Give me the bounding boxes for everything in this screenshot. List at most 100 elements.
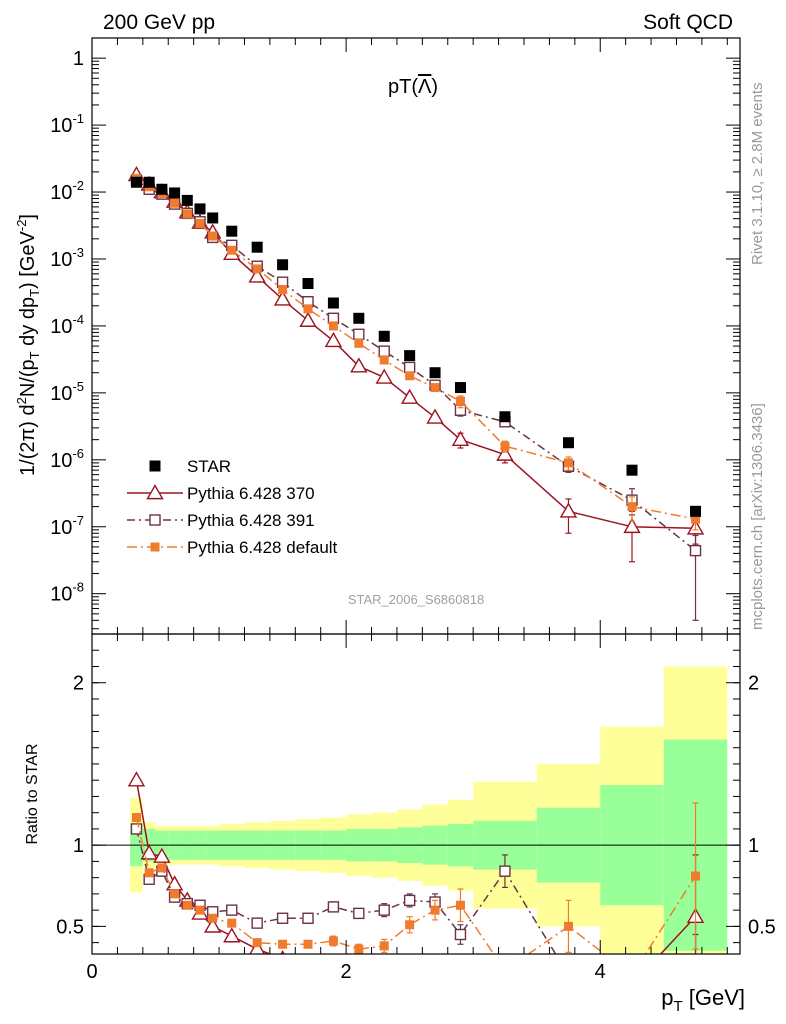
ratio-point-pythia-6-428-370 xyxy=(428,977,443,990)
main-y-axis-label: 1/(2π) d2N/(pT dy dpT) [GeV-2] xyxy=(14,214,42,476)
main-point-pythia-6-428-391 xyxy=(353,328,365,340)
ratio-point-pythia-6-428-370 xyxy=(249,940,266,954)
main-point-star xyxy=(499,411,511,423)
ratio-point-pythia-6-428-370 xyxy=(127,771,146,787)
legend-label-pythia-6-428-391: Pythia 6.428 391 xyxy=(187,511,315,530)
ratio-plot-frame xyxy=(91,633,741,955)
main-point-pythia-6-428-391 xyxy=(403,361,416,374)
main-point-pythia-6-428-370 xyxy=(248,267,266,283)
main-point-pythia-6-428-default xyxy=(252,264,262,274)
main-point-pythia-6-428-default xyxy=(227,245,237,255)
ratio-point-pythia-6-428-default xyxy=(208,913,218,923)
main-y-tick-label: 10-8 xyxy=(50,580,84,606)
plot-title: pT(Λ) xyxy=(388,76,438,98)
main-point-pythia-6-428-370 xyxy=(324,331,343,348)
ratio-point-pythia-6-428-391 xyxy=(302,912,314,924)
ratio-plot-series xyxy=(127,771,705,997)
main-point-star xyxy=(181,194,193,206)
main-y-tick-label: 10-4 xyxy=(50,312,84,338)
ratio-point-pythia-6-428-391 xyxy=(499,865,511,877)
ratio-point-pythia-6-428-370 xyxy=(351,968,366,981)
main-point-pythia-6-428-default xyxy=(691,514,701,524)
ratio-point-pythia-6-428-default xyxy=(328,936,338,946)
main-point-pythia-6-428-default xyxy=(354,338,364,348)
legend-label-star: STAR xyxy=(187,457,231,476)
main-point-star xyxy=(156,183,168,195)
ratio-point-pythia-6-428-370 xyxy=(153,847,171,863)
ratio-point-pythia-6-428-default xyxy=(131,813,141,823)
legend-marker-pythia-6-428-default xyxy=(150,542,160,552)
ratio-point-pythia-6-428-default xyxy=(227,918,237,928)
main-point-pythia-6-428-default xyxy=(278,285,288,295)
main-point-pythia-6-428-370 xyxy=(496,445,514,461)
main-point-pythia-6-428-370 xyxy=(559,502,578,518)
ratio-point-pythia-6-428-370 xyxy=(453,981,468,994)
legend-marker-star xyxy=(149,460,161,472)
ratio-point-pythia-6-428-default xyxy=(278,939,288,949)
ratio-point-pythia-6-428-391 xyxy=(403,894,416,907)
ratio-point-pythia-6-428-391 xyxy=(353,907,365,920)
main-point-star xyxy=(277,259,289,271)
main-point-pythia-6-428-default xyxy=(405,371,415,381)
main-point-pythia-6-428-default xyxy=(170,198,180,208)
ratio-point-pythia-6-428-370 xyxy=(326,959,341,972)
main-plot-series xyxy=(127,166,705,621)
main-point-pythia-6-428-default xyxy=(379,355,389,365)
ratio-point-pythia-6-428-default xyxy=(691,871,701,881)
plot-title-particle: Λ xyxy=(418,76,432,98)
main-point-star xyxy=(226,225,238,237)
header-left-label: 200 GeV pp xyxy=(103,11,215,34)
main-point-star xyxy=(207,212,219,224)
main-point-pythia-6-428-370 xyxy=(375,368,393,384)
x-tick-label: 0 xyxy=(86,961,97,983)
x-tick-label: 4 xyxy=(595,961,606,983)
ratio-point-pythia-6-428-default xyxy=(563,921,573,931)
ratio-point-pythia-6-428-default xyxy=(170,889,180,899)
rivet-version-label: Rivet 3.1.10, ≥ 2.8M events xyxy=(749,83,766,266)
main-point-star xyxy=(169,187,181,199)
main-point-pythia-6-428-370 xyxy=(451,430,470,446)
legend-marker-pythia-6-428-391 xyxy=(149,514,161,526)
ratio-point-pythia-6-428-default xyxy=(195,905,205,915)
ratio-point-pythia-6-428-default xyxy=(379,941,389,951)
legend: STAR Pythia 6.428 370 Pythia 6.428 391 Pyth… xyxy=(127,457,338,557)
main-y-tick-label: 10-6 xyxy=(50,446,84,472)
ratio-point-pythia-6-428-default xyxy=(628,971,637,980)
ratio-y-tick-label-right: 1 xyxy=(748,835,759,857)
main-y-tick-label: 10-2 xyxy=(50,178,84,204)
main-point-star xyxy=(454,382,466,394)
ratio-point-pythia-6-428-370 xyxy=(625,977,640,990)
main-point-pythia-6-428-370 xyxy=(350,357,368,373)
ratio-point-pythia-6-428-391 xyxy=(130,823,143,835)
main-y-tick-label: 10-1 xyxy=(50,111,84,137)
ratio-point-pythia-6-428-default xyxy=(252,938,262,948)
ratio-point-pythia-6-428-391 xyxy=(276,912,289,924)
main-point-star xyxy=(194,203,206,215)
ratio-point-pythia-6-428-370 xyxy=(223,927,241,943)
ratio-point-pythia-6-428-370 xyxy=(301,956,316,969)
ratio-point-pythia-6-428-default xyxy=(354,944,364,954)
ratio-point-pythia-6-428-default xyxy=(182,900,192,910)
legend-label-pythia-6-428-370: Pythia 6.428 370 xyxy=(187,484,315,503)
main-point-pythia-6-428-370 xyxy=(426,408,444,424)
main-point-pythia-6-428-391 xyxy=(378,345,390,357)
main-point-pythia-6-428-370 xyxy=(623,517,641,534)
ratio-point-pythia-6-428-370 xyxy=(377,971,392,984)
ratio-point-pythia-6-428-370 xyxy=(561,984,576,997)
ratio-y-tick-label: 0.5 xyxy=(56,916,84,938)
legend-marker-pythia-6-428-370 xyxy=(146,484,164,500)
ratio-point-pythia-6-428-370 xyxy=(497,982,512,995)
main-y-tick-label: 10-3 xyxy=(50,245,84,271)
ratio-point-pythia-6-428-391 xyxy=(627,970,637,980)
main-point-pythia-6-428-default xyxy=(500,441,510,451)
ratio-point-pythia-6-428-391 xyxy=(327,901,340,913)
ratio-point-pythia-6-428-default xyxy=(157,863,167,873)
main-point-star xyxy=(327,297,339,309)
main-point-star xyxy=(302,278,314,290)
ratio-y-tick-label-right: 0.5 xyxy=(748,916,776,938)
ratio-y-tick-label: 1 xyxy=(73,835,84,857)
main-point-star xyxy=(626,464,638,476)
ratio-point-pythia-6-428-default xyxy=(430,905,440,915)
ratio-point-pythia-6-428-370 xyxy=(402,974,417,987)
main-point-pythia-6-428-default xyxy=(627,502,637,512)
